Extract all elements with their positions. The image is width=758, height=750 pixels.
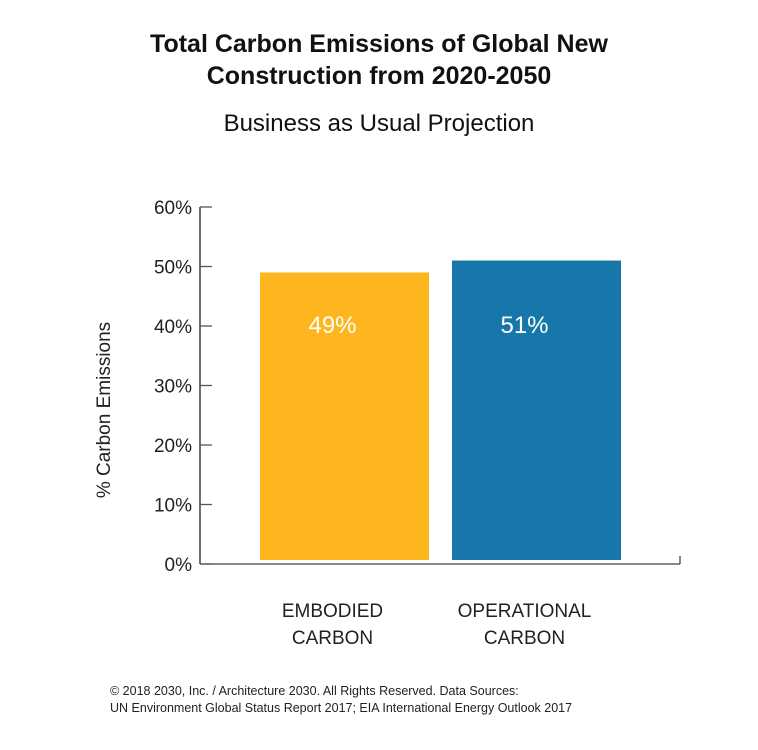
chart-title-line: Total Carbon Emissions of Global New	[150, 30, 608, 58]
chart-title: Total Carbon Emissions of Global New Con…	[0, 28, 758, 92]
bar	[260, 272, 429, 560]
bar-data-label: 49%	[308, 312, 356, 339]
y-tick-label: 10%	[154, 496, 192, 517]
footer-copyright: © 2018 2030, Inc. / Architecture 2030. A…	[110, 684, 519, 698]
x-category-label: CARBON	[484, 628, 565, 649]
footer: © 2018 2030, Inc. / Architecture 2030. A…	[110, 683, 572, 717]
bar	[452, 260, 621, 560]
y-tick-label: 30%	[154, 377, 192, 398]
x-category-label: OPERATIONAL	[458, 601, 592, 622]
y-tick-label: 20%	[154, 436, 192, 457]
x-category-label: EMBODIED	[282, 601, 383, 622]
y-tick-label: 50%	[154, 258, 192, 279]
bar-data-label: 51%	[500, 312, 548, 339]
chart-subtitle: Business as Usual Projection	[223, 110, 535, 137]
y-tick-label: 60%	[154, 198, 192, 219]
footer-sources: UN Environment Global Status Report 2017…	[110, 701, 573, 715]
y-tick-label: 0%	[165, 555, 193, 576]
chart-title-line: Construction from 2020-2050	[206, 62, 552, 90]
x-category-label: CARBON	[292, 628, 373, 649]
y-tick-label: 40%	[154, 317, 192, 338]
y-axis-label: % Carbon Emissions	[94, 322, 115, 498]
